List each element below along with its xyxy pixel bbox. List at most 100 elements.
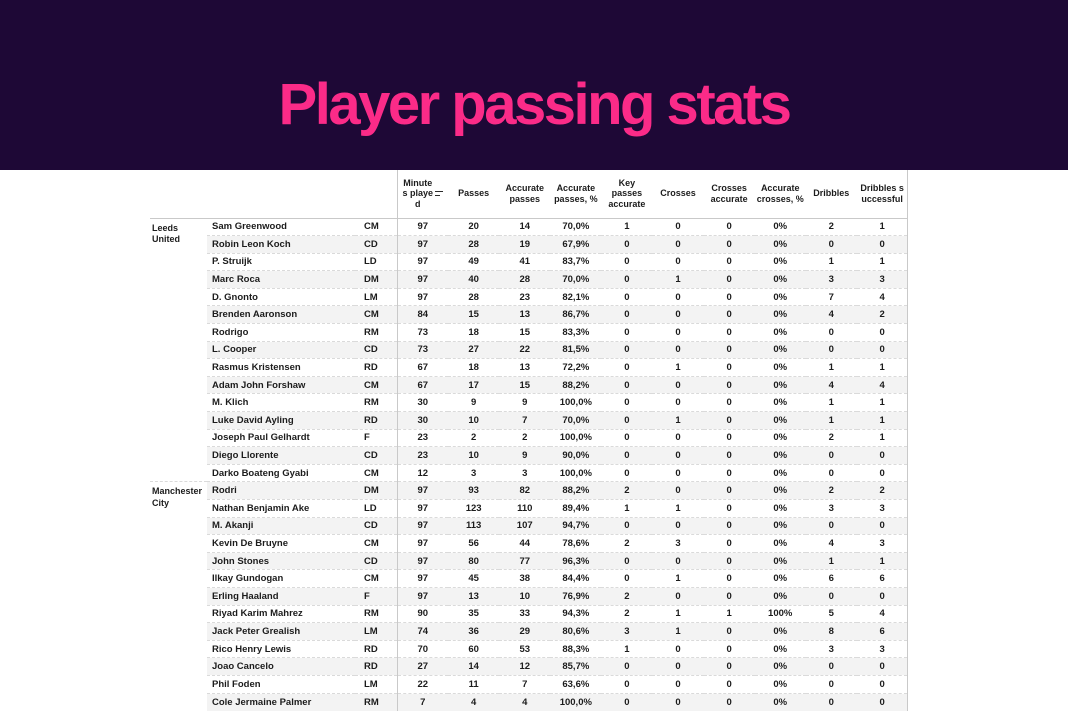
player-row: Cole Jermaine Palmer RM 7 4 4 100,0% 0 0 0 0% 0 0 (150, 692, 909, 711)
stat-cell-accurate-passes: 81,5% (550, 340, 602, 359)
stat-cell-crosses: 1 (652, 411, 704, 430)
player-name-cell: Adam John Forshaw (207, 375, 355, 394)
position-cell: RD (355, 657, 397, 676)
player-row: M. Klich RM 30 9 9 100,0% 0 0 0 0% 1 1 (150, 393, 909, 412)
stat-cell-crosses-accurate: 0 (703, 358, 755, 377)
player-name-cell: Kevin De Bruyne (207, 534, 355, 553)
stat-cell-accurate-crosses: 0% (754, 323, 806, 342)
stat-cell-accurate-passes: 9 (499, 393, 551, 412)
stat-cell-dribbles-successful: 6 (856, 569, 909, 588)
stat-cell-key-passes-accurate: 0 (601, 393, 653, 412)
player-row: Adam John Forshaw CM 67 17 15 88,2% 0 0 0 0% 4 4 (150, 375, 909, 394)
player-row: L. Cooper CD 73 27 22 81,5% 0 0 0 0% 0 0 (150, 340, 909, 359)
stat-cell-minutes-played: 74 (396, 622, 449, 641)
player-row: Ilkay Gundogan CM 97 45 38 84,4% 0 1 0 0% 6 6 (150, 569, 909, 588)
stat-cell-minutes-played: 27 (396, 657, 449, 676)
player-name-cell: M. Akanji (207, 516, 355, 535)
stat-cell-passes: 9 (448, 393, 500, 412)
team-column-header (150, 170, 207, 219)
position-cell: CD (355, 235, 397, 254)
stat-cell-passes: 60 (448, 639, 500, 658)
stat-cell-crosses: 0 (652, 674, 704, 694)
stat-cell-accurate-passes: 85,7% (550, 657, 602, 676)
stat-cell-dribbles-successful: 1 (856, 358, 909, 377)
stat-cell-crosses-accurate: 0 (726, 221, 732, 233)
stat-cell-accurate-passes: 13 (499, 358, 551, 377)
stat-cell-accurate-passes: 70,0% (562, 221, 590, 233)
column-header-minutes-played[interactable]: Minutes played (396, 170, 449, 219)
stat-cell-passes: 11 (448, 674, 500, 694)
team-label: Leeds United (150, 218, 207, 482)
stat-cell-accurate-passes: 72,2% (550, 358, 602, 377)
stat-cell-passes: 3 (448, 463, 500, 482)
stat-cell-minutes-played: 90 (396, 604, 449, 623)
stat-cell-key-passes-accurate: 0 (601, 516, 653, 535)
stat-cell-crosses: 0 (652, 287, 704, 306)
player-name-cell: Riyad Karim Mahrez (207, 604, 355, 623)
player-name-cell: L. Cooper (207, 340, 355, 359)
stat-cell-crosses: 0 (652, 393, 704, 412)
column-header-crosses[interactable]: Crosses (652, 170, 704, 219)
stat-cell-crosses-accurate: 0 (703, 411, 755, 430)
player-name-cell: Jack Peter Grealish (207, 622, 355, 641)
stat-cell-accurate-passes: 110 (499, 499, 551, 518)
player-name-cell: P. Struijk (207, 252, 355, 271)
team-label: Manchester City (150, 481, 207, 711)
player-row: Diego Llorente CD 23 10 9 90,0% 0 0 0 0% 0 0 (150, 446, 909, 465)
position-cell: LD (355, 252, 397, 271)
column-header-passes[interactable]: Passes (448, 170, 500, 219)
column-header-crosses-accurate[interactable]: Crosses accurate (703, 170, 755, 219)
stat-cell-dribbles: 1 (805, 551, 857, 570)
column-header-accurate-passes[interactable]: Accurate passes, % (550, 170, 602, 219)
stat-cell-accurate-passes: 88,2% (550, 481, 602, 500)
stat-cell-passes: 20 (468, 221, 479, 233)
column-header-label: Accurate passes (505, 182, 544, 204)
stat-cell-dribbles: 0 (805, 235, 857, 254)
stat-cell-accurate-crosses: 0% (773, 221, 788, 233)
player-name-cell: Marc Roca (207, 270, 355, 289)
stat-cell-minutes-played: 97 (396, 287, 449, 306)
stat-cell-dribbles: 1 (805, 358, 857, 377)
stat-cell-accurate-passes: 10 (499, 586, 551, 606)
stat-cell-minutes-played: 23 (396, 446, 449, 465)
stat-cell-crosses: 0 (652, 235, 704, 254)
stat-cell-minutes-played: 97 (396, 569, 449, 588)
stat-cell-accurate-passes: 76,9% (550, 586, 602, 606)
position-cell: CM (355, 569, 397, 588)
stat-cell-accurate-passes: 19 (499, 235, 551, 254)
stat-cell-accurate-passes: 33 (499, 604, 551, 623)
stat-cell-accurate-crosses: 0% (754, 375, 806, 394)
position-cell: CD (355, 340, 397, 359)
stat-cell-key-passes-accurate: 0 (601, 463, 653, 482)
player-row: Manchester City Rodri DM 97 93 82 88,2% 2 0 0 0% 2 2 (150, 481, 909, 711)
stat-cell-dribbles: 3 (805, 639, 857, 658)
header-row: Minutes played Passes Accurate passes Accur… (150, 170, 909, 219)
stat-cell-accurate-passes: 23 (499, 287, 551, 306)
stat-cell-crosses: 1 (652, 622, 704, 641)
column-header-key-passes-accurate[interactable]: Key passes accurate (601, 170, 653, 219)
stat-cell-crosses: 1 (652, 569, 704, 588)
stat-cell-dribbles-successful: 0 (856, 516, 909, 535)
position-cell: F (355, 586, 397, 606)
column-header-accurate-crosses[interactable]: Accurate crosses, % (754, 170, 806, 219)
stat-cell-key-passes-accurate: 2 (601, 604, 653, 623)
stat-cell-dribbles-successful: 0 (856, 586, 909, 606)
position-cell: RM (355, 323, 397, 342)
stat-cell-crosses-accurate: 0 (703, 481, 755, 500)
stat-cell-dribbles: 1 (805, 252, 857, 271)
player-name-cell: M. Klich (207, 393, 355, 412)
column-header-accurate-passes[interactable]: Accurate passes (499, 170, 551, 219)
stat-cell-accurate-crosses: 0% (754, 534, 806, 553)
column-header-dribbles[interactable]: Dribbles (805, 170, 857, 219)
stat-cell-dribbles: 0 (805, 692, 857, 711)
stat-cell-dribbles-successful: 2 (856, 305, 909, 324)
stat-cell-crosses-accurate: 0 (703, 305, 755, 324)
stat-cell-key-passes-accurate: 0 (601, 235, 653, 254)
stat-cell-dribbles-successful: 0 (856, 235, 909, 254)
stat-cell-dribbles-successful: 1 (856, 252, 909, 271)
stat-cell-accurate-passes: 29 (499, 622, 551, 641)
column-header-dribbles-successful[interactable]: Dribbles successful (856, 170, 909, 219)
stat-cell-crosses-accurate: 0 (703, 639, 755, 658)
stat-cell-dribbles-successful: 0 (856, 463, 909, 482)
stat-cell-crosses: 0 (652, 375, 704, 394)
